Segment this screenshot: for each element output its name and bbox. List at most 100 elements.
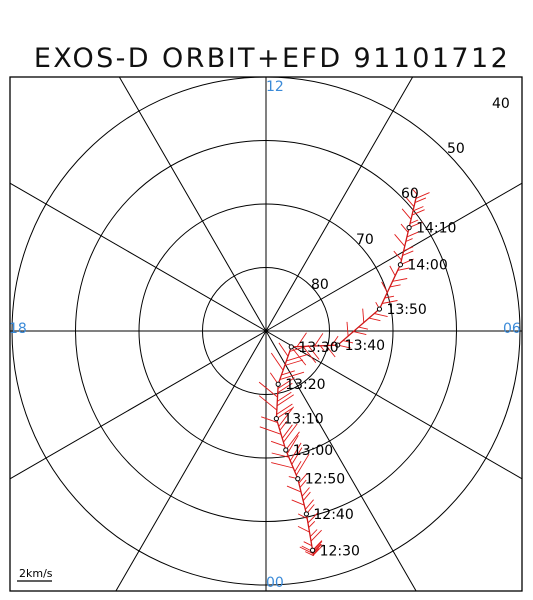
- velocity-vector: [381, 281, 388, 293]
- time-marker-1300: [283, 447, 289, 453]
- time-label-1350: 13:50: [386, 302, 426, 318]
- orbit-line: [275, 194, 418, 556]
- mlt-labels: 12 00 18 06: [9, 79, 521, 591]
- velocity-vector: [283, 423, 298, 443]
- mlt-label-00: 00: [266, 575, 284, 591]
- lat-label-80: 80: [311, 277, 329, 293]
- velocity-vector: [271, 452, 289, 458]
- velocity-vector: [278, 342, 289, 357]
- velocity-vector: [279, 371, 305, 381]
- velocity-vector: [313, 544, 324, 556]
- time-marker-1410: [406, 225, 412, 231]
- latitude-labels: 40 50 60 70 80: [311, 96, 510, 293]
- velocity-vector: [414, 197, 427, 204]
- mlt-spoke-16: [9, 182, 267, 332]
- velocity-vector: [295, 453, 310, 476]
- velocity-vector: [353, 331, 367, 336]
- velocity-vector: [281, 370, 295, 376]
- velocity-vector: [261, 416, 278, 424]
- velocity-vector: [314, 333, 324, 347]
- velocity-vector: [299, 479, 307, 488]
- velocity-vector: [392, 278, 408, 282]
- velocity-vector: [310, 529, 322, 542]
- velocity-vector: [296, 332, 307, 347]
- velocity-vector: [301, 487, 310, 497]
- velocity-vector: [281, 424, 293, 439]
- mlt-label-06: 06: [503, 321, 521, 337]
- time-marker-1400: [397, 262, 404, 268]
- velocity-vector: [394, 234, 406, 247]
- lat-label-50: 50: [447, 141, 465, 157]
- mlt-label-12: 12: [266, 79, 284, 95]
- mlt-spoke-2: [265, 330, 417, 592]
- velocity-vector: [393, 250, 402, 261]
- velocity-vector: [302, 346, 317, 363]
- velocity-vector: [308, 345, 320, 360]
- velocity-vector: [291, 499, 305, 506]
- time-label-1410: 14:10: [416, 221, 456, 237]
- velocity-vector: [384, 295, 395, 299]
- chart-title: EXOS-D ORBIT+EFD 91101712: [34, 43, 510, 74]
- velocity-vector: [411, 209, 425, 216]
- velocity-vector: [358, 326, 369, 330]
- velocity-vector: [368, 317, 381, 322]
- velocity-vector: [276, 394, 294, 407]
- velocity-vector: [302, 491, 311, 501]
- velocity-vector: [291, 447, 303, 465]
- velocity-vector: [278, 406, 294, 427]
- time-marker-1330: [288, 344, 294, 350]
- velocity-vector: [325, 345, 336, 358]
- velocity-vector: [289, 442, 302, 462]
- scale-label: 2km/s: [19, 567, 53, 580]
- velocity-vector: [277, 391, 292, 402]
- velocity-vector: [286, 435, 299, 454]
- velocity-vector: [319, 345, 325, 351]
- velocity-vector: [405, 196, 415, 207]
- mlt-spoke-14: [118, 76, 267, 332]
- velocity-vector: [299, 546, 314, 555]
- velocity-vector: [397, 267, 410, 271]
- mlt-spoke-22: [115, 330, 267, 592]
- velocity-vector: [403, 246, 414, 252]
- velocity-vector: [276, 403, 293, 415]
- velocity-vector: [401, 208, 412, 220]
- velocity-vector: [305, 551, 314, 557]
- velocity-vector: [405, 238, 413, 242]
- time-marker-1320: [275, 381, 281, 387]
- velocity-vector: [290, 346, 307, 366]
- velocity-vector: [303, 541, 312, 547]
- velocity-vector: [259, 426, 282, 435]
- velocity-vector: [271, 462, 294, 469]
- scale-indicator: 2km/s: [17, 567, 53, 582]
- velocity-vector: [294, 460, 302, 472]
- velocity-vector: [277, 382, 293, 394]
- velocity-vector: [309, 529, 318, 537]
- polar-grid: [9, 76, 523, 592]
- velocity-vector: [400, 223, 409, 233]
- time-label-1330: 13:30: [298, 340, 338, 356]
- velocity-vector: [276, 407, 293, 420]
- time-label-1320: 13:20: [285, 377, 325, 393]
- velocity-vector: [297, 513, 308, 519]
- time-marker-1230: [310, 547, 316, 553]
- velocity-vector: [412, 206, 424, 212]
- lat-label-60: 60: [401, 186, 419, 202]
- velocity-vector: [389, 284, 401, 288]
- mlt-label-18: 18: [9, 321, 27, 337]
- velocity-vector: [382, 300, 398, 304]
- time-marker-1350: [376, 306, 383, 312]
- time-label-1300: 13:00: [293, 443, 333, 459]
- lat-label-70: 70: [356, 232, 374, 248]
- velocity-vector: [285, 431, 300, 451]
- velocity-vector: [409, 219, 419, 224]
- orbit-track: [273, 194, 418, 556]
- time-label-1400: 14:00: [407, 258, 447, 274]
- time-marker-1310: [273, 416, 279, 422]
- velocity-vector: [374, 313, 388, 318]
- time-labels: 12:30 12:40 12:50 13:00 13:10 13:20 13:30 13:40…: [283, 221, 456, 560]
- velocity-vector: [331, 335, 339, 346]
- velocity-vector: [258, 395, 278, 411]
- velocity-vector: [298, 472, 308, 484]
- velocity-vector: [406, 231, 420, 238]
